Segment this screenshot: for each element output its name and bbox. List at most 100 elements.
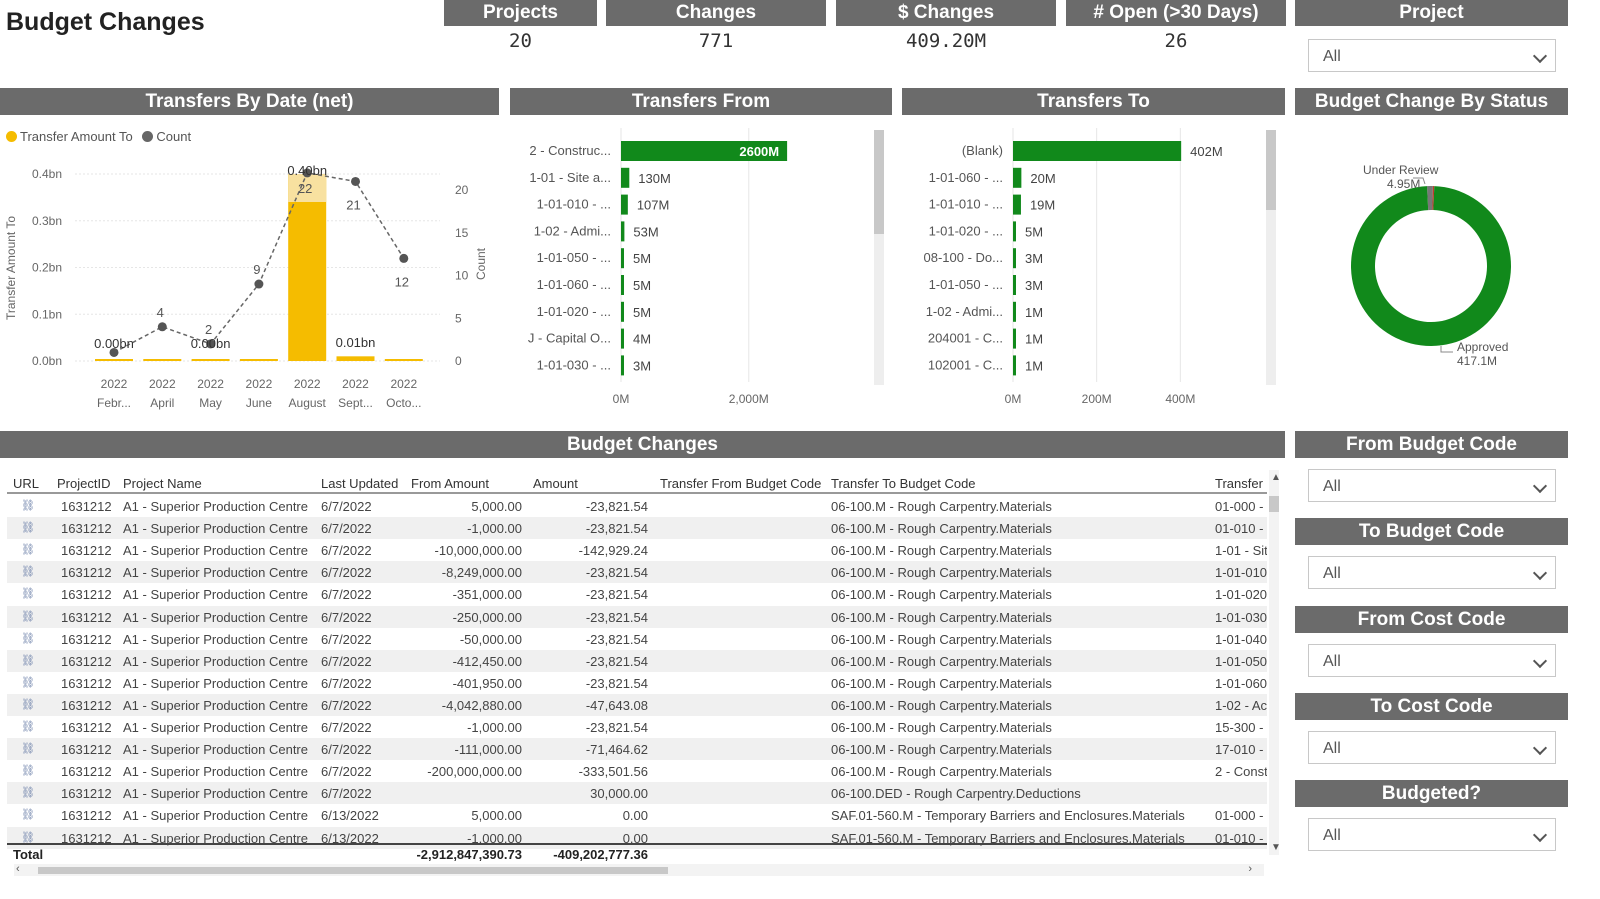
cell-amount: -23,821.54 [585,609,648,625]
link-icon[interactable]: ⛓ [21,809,35,822]
link-icon[interactable]: ⛓ [21,588,35,601]
y2-tick-label: 10 [455,269,469,283]
kpi-label: Changes [606,0,826,26]
scroll-down-icon[interactable]: ▼ [1271,842,1281,853]
table-row[interactable]: ⛓ 1631212 A1 - Superior Production Centre 6… [7,760,1267,782]
from-cost-code-dropdown[interactable]: All [1308,644,1556,677]
bar-data-label: 3M [1025,278,1043,293]
cell-projectid: 1631212 [61,830,112,846]
table-vertical-scrollbar[interactable]: ▲ ▼ [1269,470,1281,855]
scroll-up-icon[interactable]: ▲ [1271,472,1281,483]
cell-transfer-f: 01-010 - [1215,521,1264,537]
table-row[interactable]: ⛓ 1631212 A1 - Superior Production Centre 6… [7,628,1267,650]
scroll-thumb[interactable] [38,867,668,874]
cell-project-name: A1 - Superior Production Centre [123,609,308,625]
column-header-last-updated[interactable]: Last Updated [321,476,399,491]
table-row[interactable]: ⛓ 1631212 A1 - Superior Production Centre 6… [7,716,1267,738]
cell-transfer-to-budget-code: 06-100.M - Rough Carpentry.Materials [831,543,1052,559]
cell-transfer-f: 1-02 - Ac [1215,697,1267,713]
legend-label-count: Count [156,129,192,144]
table-row[interactable]: ⛓ 1631212 A1 - Superior Production Centre 6… [7,583,1267,605]
cell-transfer-f: 2 - Const [1215,764,1267,780]
bar [1013,355,1016,376]
link-icon[interactable]: ⛓ [21,566,35,579]
column-header-transfer-from-budget-code[interactable]: Transfer From Budget Code [660,476,822,491]
table-horizontal-scrollbar[interactable]: ‹ › [14,863,1264,876]
to-budget-code-dropdown[interactable]: All [1308,556,1556,589]
link-icon[interactable]: ⛓ [21,765,35,778]
link-icon[interactable]: ⛓ [21,831,35,844]
transfers-from-scrollbar[interactable] [874,130,884,385]
kpi-card-dollar-changes: $ Changes 409.20M [836,0,1056,52]
cell-last-updated: 6/7/2022 [321,764,372,780]
table-row[interactable]: ⛓ 1631212 A1 - Superior Production Centre 6… [7,738,1267,761]
link-icon[interactable]: ⛓ [21,610,35,623]
cell-from-amount: -50,000.00 [459,631,522,647]
table-row[interactable]: ⛓ 1631212 A1 - Superior Production Centre 6… [7,561,1267,584]
chevron-down-icon [1532,653,1548,669]
scroll-left-icon[interactable]: ‹ [16,863,20,875]
table-row[interactable]: ⛓ 1631212 A1 - Superior Production Centre 6… [7,517,1267,540]
column-header-url[interactable]: URL [13,476,40,491]
bar [1013,141,1182,161]
amount-data-label: 0.00bn [94,336,134,351]
x-tick-label-month: May [199,396,222,410]
cell-project-name: A1 - Superior Production Centre [123,764,308,780]
column-header-transfer-to-budget-code[interactable]: Transfer To Budget Code [831,476,976,491]
column-header-project-name[interactable]: Project Name [123,476,202,491]
link-icon[interactable]: ⛓ [21,698,35,711]
bar [1013,167,1022,188]
table-row[interactable]: ⛓ 1631212 A1 - Superior Production Centre 6… [7,782,1267,805]
link-icon[interactable]: ⛓ [21,632,35,645]
link-icon[interactable]: ⛓ [21,787,35,800]
transfers-from-header: Transfers From [510,88,892,115]
count-point [254,279,264,289]
scroll-thumb[interactable] [1269,496,1279,512]
cell-transfer-to-budget-code: 06-100.M - Rough Carpentry.Materials [831,499,1052,514]
table-row[interactable]: ⛓ 1631212 A1 - Superior Production Centre 6… [7,804,1267,826]
cell-transfer-f: 1-01 - Sit [1215,543,1267,559]
total-label: Total [13,847,44,862]
link-icon[interactable]: ⛓ [21,721,35,733]
scroll-thumb[interactable] [874,130,884,234]
bar [1013,275,1016,295]
cell-project-name: A1 - Superior Production Centre [123,543,308,559]
transfers-to-scrollbar[interactable] [1266,130,1276,385]
dropdown-value: All [1323,48,1341,65]
cell-transfer-to-budget-code: 06-100.M - Rough Carpentry.Materials [831,653,1052,669]
table-row[interactable]: ⛓ 1631212 A1 - Superior Production Centre 6… [7,495,1267,517]
column-header-projectid[interactable]: ProjectID [57,476,111,491]
column-header-amount[interactable]: Amount [533,476,578,491]
cell-transfer-f: 01-000 - [1215,499,1264,514]
cell-transfer-f: 1-01-040 [1215,631,1267,647]
amount-data-label: 0.40bn [287,163,327,178]
link-icon[interactable]: ⛓ [21,500,35,512]
bar-data-label: 5M [633,251,651,266]
cell-projectid: 1631212 [61,521,112,537]
table-row[interactable]: ⛓ 1631212 A1 - Superior Production Centre 6… [7,649,1267,672]
cell-last-updated: 6/7/2022 [321,653,372,669]
from-budget-code-dropdown[interactable]: All [1308,469,1556,502]
link-icon[interactable]: ⛓ [21,544,35,557]
to-cost-code-dropdown[interactable]: All [1308,731,1556,764]
table-row[interactable]: ⛓ 1631212 A1 - Superior Production Centre 6… [7,826,1267,849]
category-label: 1-01-010 - ... [537,197,611,212]
kpi-value: 20 [509,30,532,52]
bar [621,167,630,188]
column-header-transfer-f[interactable]: Transfer F [1215,476,1267,491]
scroll-thumb[interactable] [1266,130,1276,210]
table-row[interactable]: ⛓ 1631212 A1 - Superior Production Centre 6… [7,672,1267,694]
link-icon[interactable]: ⛓ [21,676,35,689]
table-row[interactable]: ⛓ 1631212 A1 - Superior Production Centre 6… [7,693,1267,716]
table-row[interactable]: ⛓ 1631212 A1 - Superior Production Centre 6… [7,605,1267,628]
slicer-title: Project [1295,0,1568,26]
scroll-right-icon[interactable]: › [1248,863,1252,875]
link-icon[interactable]: ⛓ [21,654,35,667]
project-dropdown[interactable]: All [1308,39,1556,72]
link-icon[interactable]: ⛓ [21,522,35,535]
budgeted-dropdown[interactable]: All [1308,818,1556,851]
x-tick-label-year: 2022 [197,377,224,391]
table-row[interactable]: ⛓ 1631212 A1 - Superior Production Centre 6… [7,539,1267,561]
link-icon[interactable]: ⛓ [21,743,35,756]
column-header-from-amount[interactable]: From Amount [411,476,490,491]
